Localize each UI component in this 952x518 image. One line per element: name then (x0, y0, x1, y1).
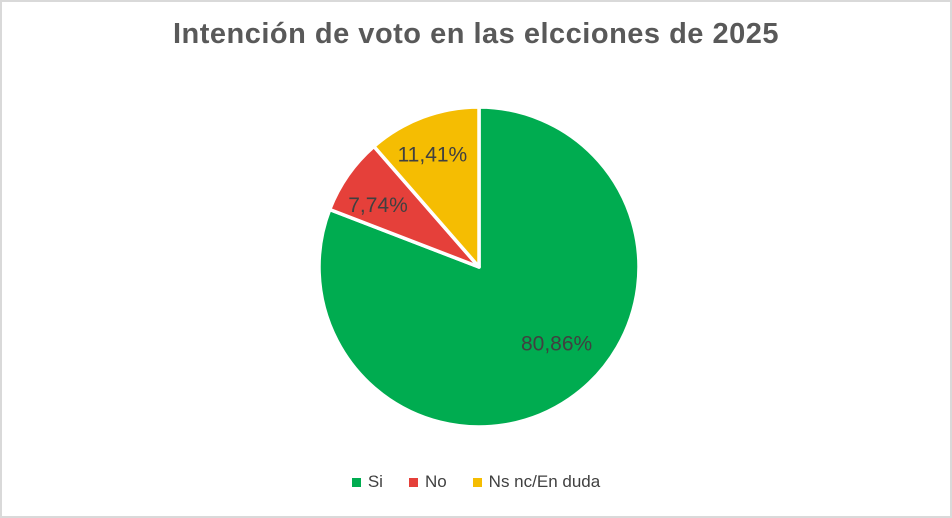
pie-slice-ns-nc-en-duda (372, 105, 481, 269)
legend-label-ns-nc-en-duda: Ns nc/En duda (488, 472, 601, 491)
slice-value-label-ns-nc-en-duda: 11,41% (398, 144, 468, 167)
chart-title: Intención de voto en las elcciones de 20… (172, 18, 780, 50)
legend-item-ns-nc-en-duda: Ns nc/En duda (472, 472, 601, 492)
legend: Si No Ns nc/En duda (2, 470, 950, 494)
legend-swatch-si-icon (351, 477, 361, 487)
legend-label-si: Si (367, 472, 383, 491)
legend-swatch-ns-nc-en-duda-icon (472, 477, 482, 487)
legend-label-no: No (424, 472, 447, 491)
legend-item-si: Si (351, 472, 383, 492)
legend-item-no: No (408, 472, 447, 492)
slice-value-label-no: 7,74% (348, 194, 408, 217)
legend-swatch-no-icon (408, 477, 418, 487)
slice-value-label-si: 80,86% (521, 332, 592, 355)
